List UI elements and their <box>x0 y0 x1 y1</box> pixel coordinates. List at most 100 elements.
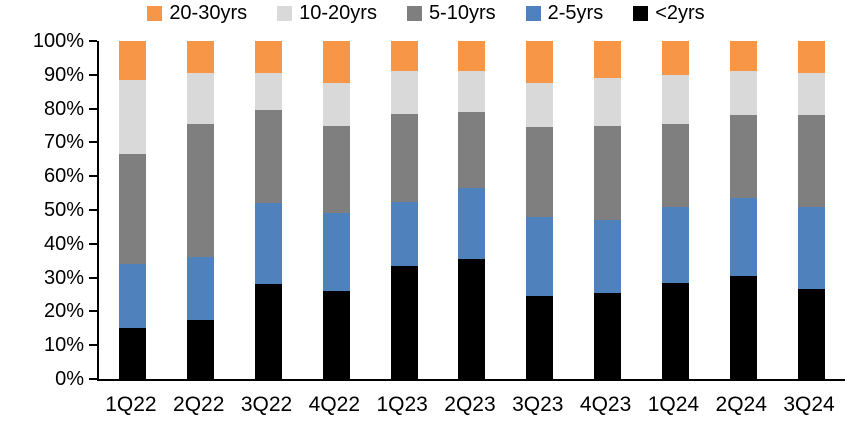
bar-segment <box>390 71 418 114</box>
bar-segment <box>729 115 757 199</box>
bar-segment <box>526 296 554 379</box>
bar-segment <box>255 284 283 379</box>
bar-3q24 <box>797 41 825 379</box>
bar-segment <box>661 282 689 379</box>
bar-segment <box>187 123 215 258</box>
bar-segment <box>255 110 283 204</box>
legend-swatch-icon <box>406 6 422 21</box>
chart-legend: 20-30yrs 10-20yrs 5-10yrs 2-5yrs <2yrs <box>0 2 852 25</box>
x-tick-label: 1Q23 <box>376 393 428 416</box>
bar-segment <box>661 41 689 75</box>
legend-label: 5-10yrs <box>428 2 496 24</box>
y-tick-label: 10% <box>43 334 84 357</box>
bar-segment <box>322 213 350 292</box>
bar-1q23 <box>390 41 418 379</box>
y-tick-label: 50% <box>43 199 84 221</box>
bar-segment <box>322 41 350 84</box>
y-tick-label: 20% <box>43 300 84 323</box>
y-tick-label: 40% <box>43 232 84 255</box>
legend-item: 10-20yrs <box>277 2 377 25</box>
bar-4q22 <box>322 41 350 379</box>
y-tick-mark <box>89 276 97 279</box>
bar-segment <box>390 265 418 379</box>
legend-label: <2yrs <box>655 2 705 24</box>
x-tick-label: 2Q24 <box>715 393 767 416</box>
bar-segment <box>458 112 486 189</box>
legend-item: 20-30yrs <box>147 2 247 25</box>
bar-segment <box>594 125 622 221</box>
legend-swatch-icon <box>633 6 649 21</box>
bar-segment <box>187 319 215 379</box>
bar-segment <box>526 216 554 297</box>
bar-segment <box>594 292 622 379</box>
legend-item: 5-10yrs <box>406 2 496 25</box>
bar-segment <box>729 41 757 72</box>
bar-segment <box>187 73 215 124</box>
legend-item: 2-5yrs <box>525 2 603 25</box>
bar-segment <box>390 201 418 266</box>
legend-label: 10-20yrs <box>299 2 377 24</box>
bar-segment <box>322 83 350 126</box>
x-tick-label: 4Q22 <box>308 393 361 416</box>
x-tick-label: 2Q22 <box>173 393 225 416</box>
y-tick-mark <box>89 310 97 313</box>
y-tick-mark <box>89 40 97 42</box>
bar-segment <box>594 220 622 293</box>
bar-segment <box>526 41 554 84</box>
bar-2q23 <box>458 41 486 379</box>
bar-segment <box>729 275 757 379</box>
x-tick-label: 3Q22 <box>240 393 293 416</box>
legend-label: 20-30yrs <box>169 2 248 24</box>
y-tick-mark <box>89 141 97 144</box>
bar-segment <box>797 73 825 116</box>
y-tick-label: 30% <box>43 266 84 289</box>
x-tick-label: 2Q23 <box>444 393 496 416</box>
bar-segment <box>187 41 215 74</box>
legend-item: <2yrs <box>633 2 705 25</box>
bar-segment <box>729 71 757 116</box>
y-tick-mark <box>89 107 97 110</box>
bar-segment <box>661 206 689 283</box>
bar-segment <box>458 188 486 260</box>
bar-segment <box>729 198 757 276</box>
y-tick-mark <box>89 242 97 245</box>
y-tick-mark <box>89 175 97 178</box>
y-tick-mark <box>89 73 97 76</box>
y-axis-labels: 100% 90% 80% 70% 60% 50% 40% 30% 20% 10% 0% <box>0 30 84 390</box>
bar-segment <box>255 73 283 111</box>
bar-segment <box>797 289 825 379</box>
y-tick-label: 100% <box>32 30 84 52</box>
bar-2q24 <box>729 41 757 379</box>
bar-3q22 <box>255 41 283 379</box>
bar-segment <box>526 83 554 128</box>
bar-segment <box>119 41 147 80</box>
bar-segment <box>255 203 283 285</box>
bar-segment <box>797 41 825 74</box>
bar-segment <box>119 154 147 265</box>
bar-segment <box>119 79 147 155</box>
bar-3q23 <box>526 41 554 379</box>
bar-segment <box>594 41 622 79</box>
bar-4q23 <box>594 41 622 379</box>
y-tick-label: 60% <box>43 165 84 188</box>
legend-swatch-icon <box>525 6 541 21</box>
legend-swatch-icon <box>147 6 163 21</box>
bar-segment <box>458 41 486 72</box>
y-tick-mark <box>89 344 97 347</box>
x-axis-labels: 1Q22 2Q22 3Q22 4Q22 1Q23 2Q23 3Q23 4Q23 1Q24 2Q24… <box>97 393 843 417</box>
plot-area <box>89 40 845 381</box>
bar-segment <box>187 257 215 320</box>
bar-segment <box>458 259 486 379</box>
x-tick-label: 3Q23 <box>512 393 564 416</box>
bar-segment <box>390 113 418 202</box>
bar-1q24 <box>661 41 689 379</box>
bar-segment <box>594 78 622 126</box>
x-tick-label: 3Q24 <box>783 393 835 416</box>
bar-1q22 <box>119 41 147 379</box>
x-tick-label: 4Q23 <box>579 393 632 416</box>
bars-container <box>99 41 845 379</box>
y-tick-label: 0% <box>55 368 84 390</box>
y-tick-mark <box>89 378 97 380</box>
bar-segment <box>458 71 486 112</box>
